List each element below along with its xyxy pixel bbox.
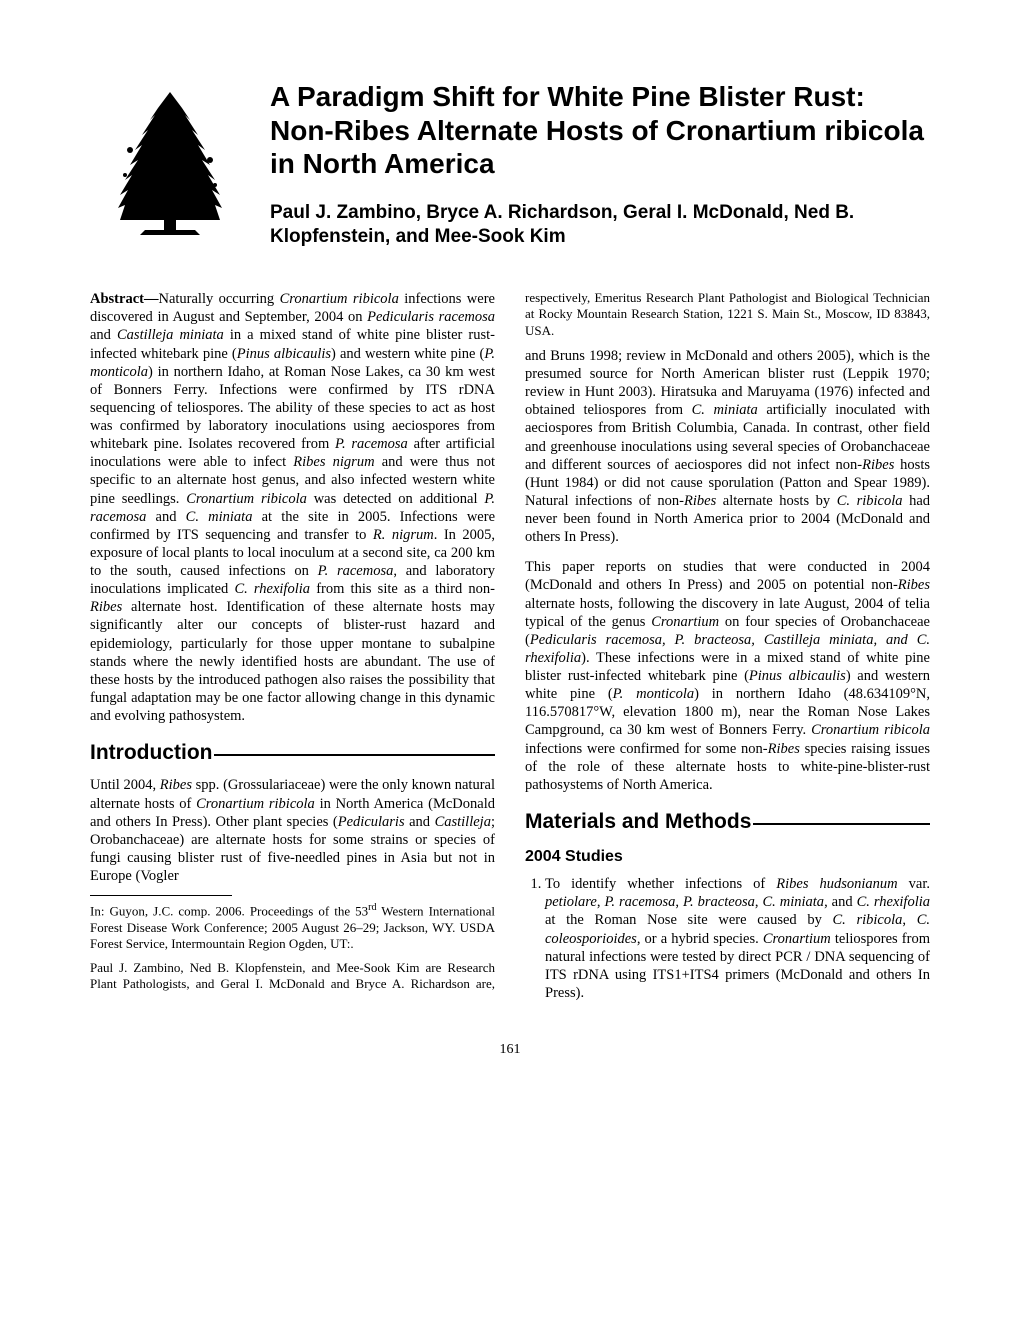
introduction-p2: and Bruns 1998; review in McDonald and o… — [525, 347, 930, 546]
introduction-heading: Introduction — [90, 740, 212, 766]
abstract-text: Naturally occurring Cronartium ribicola … — [90, 291, 495, 724]
introduction-heading-wrap: Introduction — [90, 740, 495, 766]
introduction-p1: Until 2004, Ribes spp. (Grossulariaceae)… — [90, 776, 495, 885]
abstract-label: Abstract— — [90, 291, 158, 307]
title-block: A Paradigm Shift for White Pine Blister … — [270, 80, 930, 250]
materials-methods-heading: Materials and Methods — [525, 809, 751, 835]
body-columns: Abstract—Naturally occurring Cronartium … — [90, 290, 930, 1002]
authors: Paul J. Zambino, Bryce A. Richardson, Ge… — [270, 201, 930, 250]
methods-list: To identify whether infections of Ribes … — [525, 875, 930, 1002]
header-section: A Paradigm Shift for White Pine Blister … — [90, 80, 930, 250]
page-number: 161 — [90, 1042, 930, 1058]
tree-icon — [90, 80, 250, 240]
heading-underline — [214, 754, 495, 756]
article-title: A Paradigm Shift for White Pine Blister … — [270, 80, 930, 181]
abstract-paragraph: Abstract—Naturally occurring Cronartium … — [90, 290, 495, 725]
subsection-2004-studies: 2004 Studies — [525, 847, 930, 867]
methods-item-1: To identify whether infections of Ribes … — [545, 875, 930, 1002]
materials-methods-heading-wrap: Materials and Methods — [525, 809, 930, 835]
heading-underline — [753, 823, 930, 825]
tree-silhouette-svg — [90, 80, 250, 240]
footnote-separator — [90, 895, 232, 896]
footnote-1: In: Guyon, J.C. comp. 2006. Proceedings … — [90, 902, 495, 952]
introduction-p3: This paper reports on studies that were … — [525, 558, 930, 794]
